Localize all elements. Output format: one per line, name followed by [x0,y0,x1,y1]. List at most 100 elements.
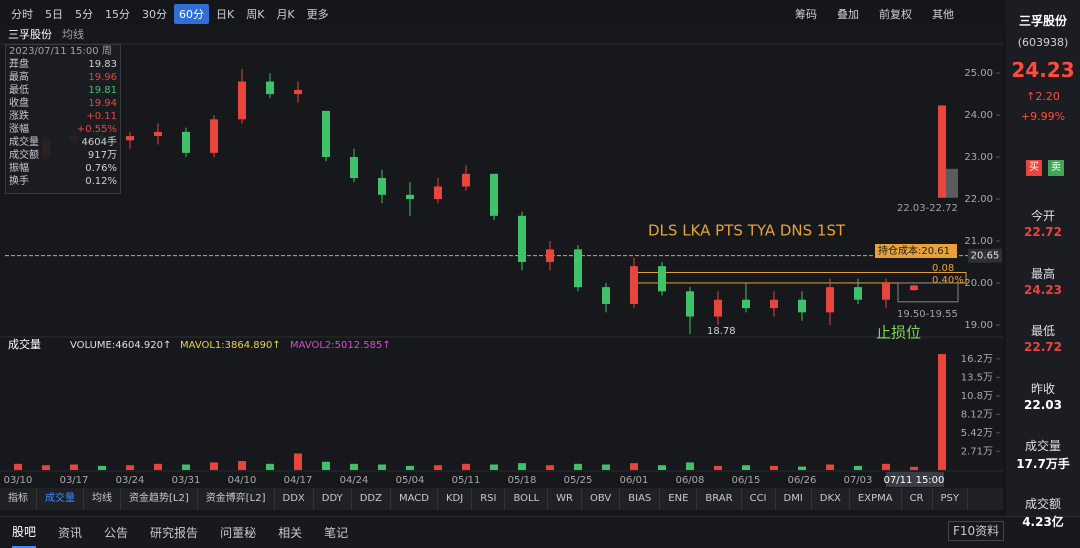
info-value: 4604手 [81,137,117,148]
info-value: 19.94 [88,98,117,109]
y-tick-label: 13.5万 [961,372,993,383]
x-tick-label: 07/03 [844,475,873,486]
ma-selector[interactable]: 均线 [62,27,84,41]
candle-body [350,157,358,179]
indicator-tab[interactable]: 指标 [0,488,37,510]
x-tick-label: 03/31 [172,475,201,486]
volume-indicator: MAVOL2:5012.585↑ [290,340,391,351]
candle-body [854,287,862,300]
candle-body [406,194,414,200]
period-tab[interactable]: 30分 [142,8,167,21]
volume-bar [714,465,722,470]
indicator-tab[interactable]: 均线 [84,488,121,510]
indicator-tab[interactable]: 资金博弈[L2] [198,488,275,510]
period-tab[interactable]: 5分 [75,8,93,21]
info-row: 换手 0.12% [6,175,120,188]
indicator-tab[interactable]: DDZ [352,488,391,510]
candle-body [910,285,918,291]
candle-body [798,299,806,313]
info-panel: 2023/07/11 15:00 周二 开盘 19.83 最高 19.96 最低 19.81… [5,44,121,194]
nav-tab[interactable]: 研究报告 [150,526,199,540]
info-label: 涨跌 [9,111,29,122]
info-row: 涨幅 +0.55% [6,123,120,136]
x-tick-label: 06/08 [676,475,705,486]
indicator-tab[interactable]: 资金趋势[L2] [121,488,198,510]
x-tick-label: 05/18 [508,475,537,486]
indicator-tab[interactable]: OBV [582,488,621,510]
period-tab[interactable]: 周K [246,8,265,21]
indicator-tab[interactable]: BRAR [697,488,742,510]
candle-body [210,119,218,153]
annotation: DLS LKA PTS TYA DNS 1ST [648,222,846,240]
stat-value: 22.03 [1024,397,1062,412]
annotation: 18.78 [707,326,736,337]
indicator-tab[interactable]: WR [548,488,582,510]
toolbar-button[interactable]: 筹码 [795,8,817,21]
stat-label: 成交量 [1024,439,1061,453]
nav-tab[interactable]: 资讯 [58,526,83,540]
info-row: 成交额 917万 [6,149,120,162]
info-row: 最高 19.96 [6,71,120,84]
indicator-tab[interactable]: DMI [776,488,812,510]
indicator-tab[interactable]: CR [902,488,933,510]
indicator-tab[interactable]: 成交量 [37,488,84,510]
indicator-tab[interactable]: BOLL [505,488,549,510]
candle-body [518,215,526,262]
stat-value: 24.23 [1024,282,1062,297]
y-tick-label: 24.00 [964,110,993,121]
cost-box [968,248,1002,263]
annotation: 19.50-19.55 [897,309,958,320]
toolbar-right: 筹码 叠加 前复权 其他 [790,3,969,25]
indicator-tab[interactable]: RSI [472,488,506,510]
sell-button[interactable]: 卖 [1048,160,1064,176]
nav-tab[interactable]: 相关 [278,526,303,540]
indicator-tab[interactable]: KDJ [438,488,473,510]
indicator-tab[interactable]: BIAS [620,488,661,510]
indicator-tab[interactable]: DDX [275,488,314,510]
volume-bar [462,463,470,470]
period-tab[interactable]: 日K [216,8,235,21]
toolbar-button[interactable]: 叠加 [837,8,859,21]
x-tick-label: 06/01 [620,475,649,486]
x-tick-label: 04/17 [284,475,313,486]
x-tick-label: 03/17 [60,475,89,486]
x-tick-label: 03/24 [116,475,145,486]
indicator-tab[interactable]: ENE [660,488,698,510]
indicator-tab[interactable]: PSY [933,488,969,510]
period-tab[interactable]: 分时 [11,8,33,21]
candle-body [742,299,750,309]
period-tab[interactable]: 5日 [45,8,63,21]
toolbar-button[interactable]: 其他 [932,8,954,21]
candle-body [938,105,946,198]
period-tab[interactable]: 月K [276,8,295,21]
period-tab[interactable]: 更多 [306,8,329,21]
y-tick-label: 21.00 [964,236,993,247]
nav-tab[interactable]: 问董秘 [220,526,257,540]
indicator-tab[interactable]: CCI [742,488,776,510]
nav-tab[interactable]: 股吧 [12,518,37,548]
nav-tab[interactable]: 笔记 [324,526,349,540]
y-tick-label: 23.00 [964,152,993,163]
period-tab[interactable]: 60分 [174,4,209,24]
cost-label: 20.65 [971,251,1000,262]
candle-body [574,249,582,288]
volume-bar [70,464,78,470]
volume-bar [798,466,806,470]
indicator-tab[interactable]: DDY [314,488,352,510]
indicator-tab[interactable]: DKX [812,488,850,510]
indicator-tab[interactable]: MACD [391,488,438,510]
period-tab[interactable]: 15分 [105,8,130,21]
buy-button[interactable]: 买 [1026,160,1042,176]
f10-button[interactable]: F10资料 [948,521,1005,541]
candle-body [882,282,890,300]
candle-body [434,186,442,200]
indicator-tab[interactable]: EXPMA [850,488,902,510]
candle-body [602,287,610,304]
nav-tab[interactable]: 公告 [104,526,129,540]
candle-body [154,131,162,137]
y-tick-label: 25.00 [964,68,993,79]
info-value: 19.81 [88,85,117,96]
toolbar-button[interactable]: 前复权 [879,8,912,21]
y-tick-label: 8.12万 [961,409,993,420]
